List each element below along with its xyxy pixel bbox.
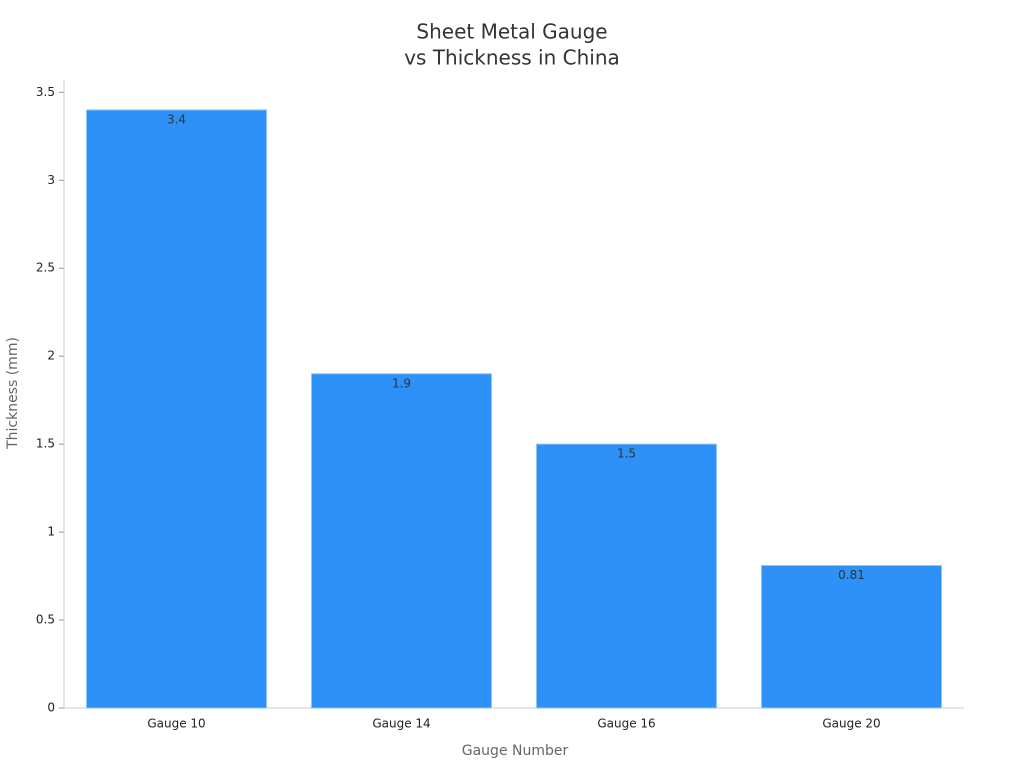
- x-tick-label: Gauge 14: [372, 717, 430, 731]
- value-label: 1.9: [392, 376, 411, 390]
- y-tick-label: 3: [47, 173, 55, 187]
- x-tick-label: Gauge 16: [597, 717, 655, 731]
- bar: [761, 565, 942, 709]
- y-axis-title: Thickness (mm): [5, 337, 21, 450]
- y-tick-label: 2: [47, 349, 55, 363]
- value-label: 1.5: [617, 447, 636, 461]
- chart-title: vs Thickness in China: [404, 46, 620, 70]
- value-label: 3.4: [167, 112, 186, 126]
- bar: [311, 373, 492, 709]
- bar: [536, 443, 717, 709]
- bar: [86, 109, 267, 709]
- value-label: 0.81: [838, 568, 865, 582]
- x-axis-title: Gauge Number: [462, 743, 569, 759]
- y-tick-label: 0: [47, 701, 55, 715]
- x-tick-label: Gauge 10: [147, 717, 205, 731]
- y-tick-label: 1.5: [36, 437, 55, 451]
- y-tick-label: 3.5: [36, 85, 55, 99]
- x-tick-label: Gauge 20: [822, 717, 880, 731]
- chart-title: Sheet Metal Gauge: [416, 20, 607, 44]
- y-tick-label: 1: [47, 525, 55, 539]
- y-tick-label: 2.5: [36, 261, 55, 275]
- y-tick-label: 0.5: [36, 613, 55, 627]
